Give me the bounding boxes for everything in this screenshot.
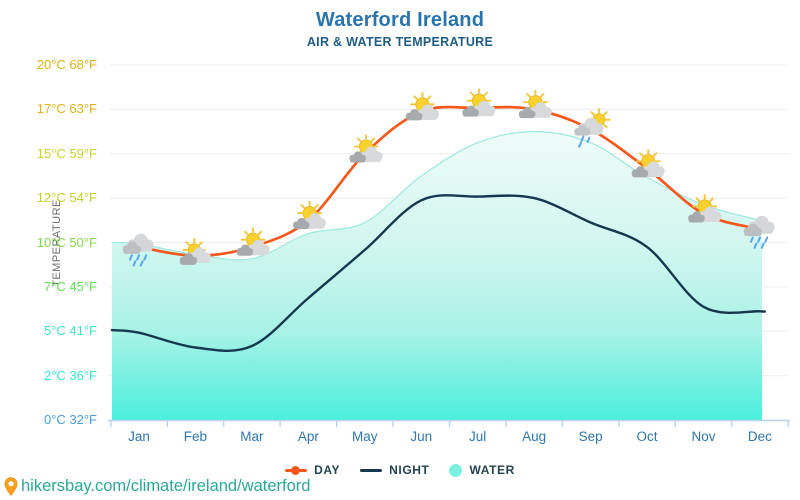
weather-icon-feb xyxy=(179,238,211,265)
y-tick-label-15c: 15°C 59°F xyxy=(36,145,97,161)
x-label-nov: Nov xyxy=(691,429,716,444)
legend-item-night: NIGHT xyxy=(360,463,429,477)
x-label-jun: Jun xyxy=(410,429,433,444)
legend-marker-night xyxy=(360,468,383,472)
weather-icon-dec xyxy=(743,215,775,249)
night-line xyxy=(110,194,767,352)
y-tick-label-12c: 12°C 54°F xyxy=(36,190,97,206)
x-label-aug: Aug xyxy=(522,429,547,444)
x-label-jan: Jan xyxy=(128,429,150,444)
legend-marker-water xyxy=(449,463,463,477)
weather-icon-mar xyxy=(236,227,270,256)
y-tick-label-5c: 5°C 41°F xyxy=(43,323,97,339)
temperature-chart xyxy=(108,64,790,427)
x-axis xyxy=(108,419,790,427)
weather-icon-jul xyxy=(462,88,496,117)
chart-legend: DAY NIGHT WATER xyxy=(0,463,800,477)
x-label-mar: Mar xyxy=(240,429,264,444)
x-label-apr: Apr xyxy=(297,429,319,444)
x-label-may: May xyxy=(352,429,378,444)
x-label-dec: Dec xyxy=(747,429,772,444)
weather-icon-sep xyxy=(574,107,611,148)
legend-marker-day xyxy=(285,465,308,475)
legend-item-day: DAY xyxy=(285,463,340,477)
weather-icon-aug xyxy=(518,89,552,119)
y-tick-label-2c: 2°C 36°F xyxy=(43,367,97,383)
chart-title: Waterford Ireland xyxy=(315,9,485,31)
footer: hikersbay.com/climate/ireland/waterford xyxy=(4,477,310,496)
y-tick-label-17c: 17°C 63°F xyxy=(36,101,97,117)
weather-icon-oct xyxy=(631,148,665,178)
y-tick-label-0c: 0°C 32°F xyxy=(43,412,97,427)
x-label-feb: Feb xyxy=(183,429,208,444)
legend-label-day: DAY xyxy=(314,463,341,477)
x-label-sep: Sep xyxy=(578,429,603,444)
legend-label-night: NIGHT xyxy=(389,463,430,477)
x-label-oct: Oct xyxy=(636,429,658,444)
weather-icon-nov xyxy=(688,194,722,223)
water-area xyxy=(112,131,765,420)
location-pin-icon xyxy=(4,477,18,496)
site-link[interactable]: hikersbay.com/climate/ireland/waterford xyxy=(21,477,311,495)
weather-icon-jan xyxy=(122,233,154,267)
legend-item-water: WATER xyxy=(449,463,514,477)
y-tick-label-7c: 7°C 45°F xyxy=(43,278,97,294)
weather-icon-may xyxy=(349,134,383,163)
weather-icon-apr xyxy=(292,200,327,230)
y-tick-label-10c: 10°C 50°F xyxy=(36,234,97,250)
weather-icon-jun xyxy=(405,92,440,121)
chart-subtitle: AIR & WATER TEMPERATURE xyxy=(306,35,494,49)
x-label-jul: Jul xyxy=(469,429,487,444)
legend-label-water: WATER xyxy=(469,463,515,477)
y-tick-label-20c: 20°C 68°F xyxy=(36,57,97,72)
